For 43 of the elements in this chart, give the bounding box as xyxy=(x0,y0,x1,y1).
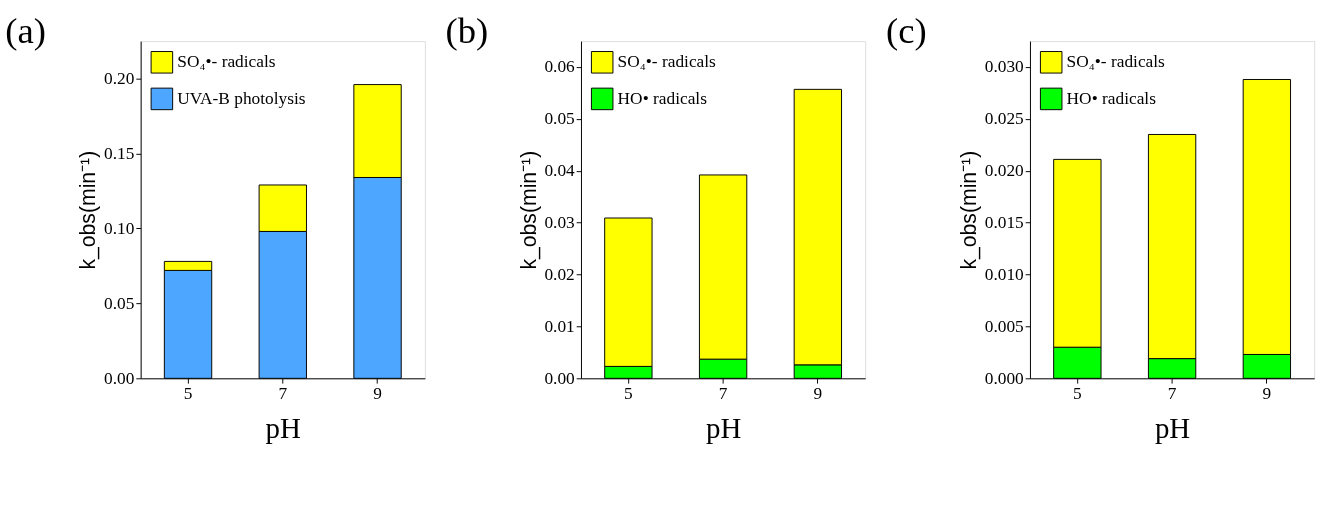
x-axis-title: pH xyxy=(705,411,742,444)
y-axis-title: k_obs(min⁻¹) xyxy=(957,150,982,270)
y-tick-label: 0.020 xyxy=(984,161,1024,181)
y-tick-label: 0.025 xyxy=(984,109,1024,129)
y-tick-label: 0.20 xyxy=(104,68,135,88)
x-tick-label: 7 xyxy=(278,384,288,404)
legend-label: HO• radicals xyxy=(617,88,708,108)
x-axis-title: pH xyxy=(265,411,302,444)
x-tick-label: 5 xyxy=(624,384,633,404)
legend-label: UVA-B photolysis xyxy=(177,88,306,108)
y-tick-label: 0.030 xyxy=(984,57,1024,77)
x-tick-label: 7 xyxy=(1167,384,1177,404)
y-axis-title: k_obs(min⁻¹) xyxy=(516,150,541,270)
x-tick-label: 9 xyxy=(1262,384,1272,404)
chart-title: (a) xyxy=(5,10,46,52)
x-tick-label: 9 xyxy=(373,384,382,404)
y-tick-label: 0.010 xyxy=(984,264,1024,284)
y-tick-label: 0.06 xyxy=(544,57,576,77)
x-tick-label: 5 xyxy=(1073,384,1082,404)
y-tick-label: 0.02 xyxy=(544,264,575,284)
x-tick-label: 9 xyxy=(813,384,823,404)
y-axis-title: k_obs(min⁻¹) xyxy=(76,150,101,270)
legend-label: HO• radicals xyxy=(1066,88,1157,108)
y-tick-label: 0.00 xyxy=(544,368,575,388)
chart-title: (c) xyxy=(885,10,927,52)
legend-label: SO₄•- radicals xyxy=(177,52,276,72)
y-tick-label: 0.05 xyxy=(544,109,575,129)
y-tick-label: 0.000 xyxy=(984,368,1024,388)
y-tick-label: 0.04 xyxy=(544,161,576,181)
y-tick-label: 0.10 xyxy=(104,218,135,238)
y-tick-label: 0.005 xyxy=(984,316,1024,336)
chart-title: (b) xyxy=(445,10,489,52)
x-tick-label: 7 xyxy=(718,384,728,404)
y-tick-label: 0.15 xyxy=(104,143,135,163)
y-tick-label: 0.01 xyxy=(544,316,575,336)
y-tick-label: 0.05 xyxy=(104,293,135,313)
x-axis-title: pH xyxy=(1154,411,1191,444)
y-tick-label: 0.015 xyxy=(984,212,1024,232)
y-tick-label: 0.00 xyxy=(104,368,135,388)
legend-label: SO₄•- radicals xyxy=(617,52,717,72)
legend-label: SO₄•- radicals xyxy=(1066,52,1166,72)
y-tick-label: 0.03 xyxy=(544,212,575,232)
x-tick-label: 5 xyxy=(183,384,193,404)
